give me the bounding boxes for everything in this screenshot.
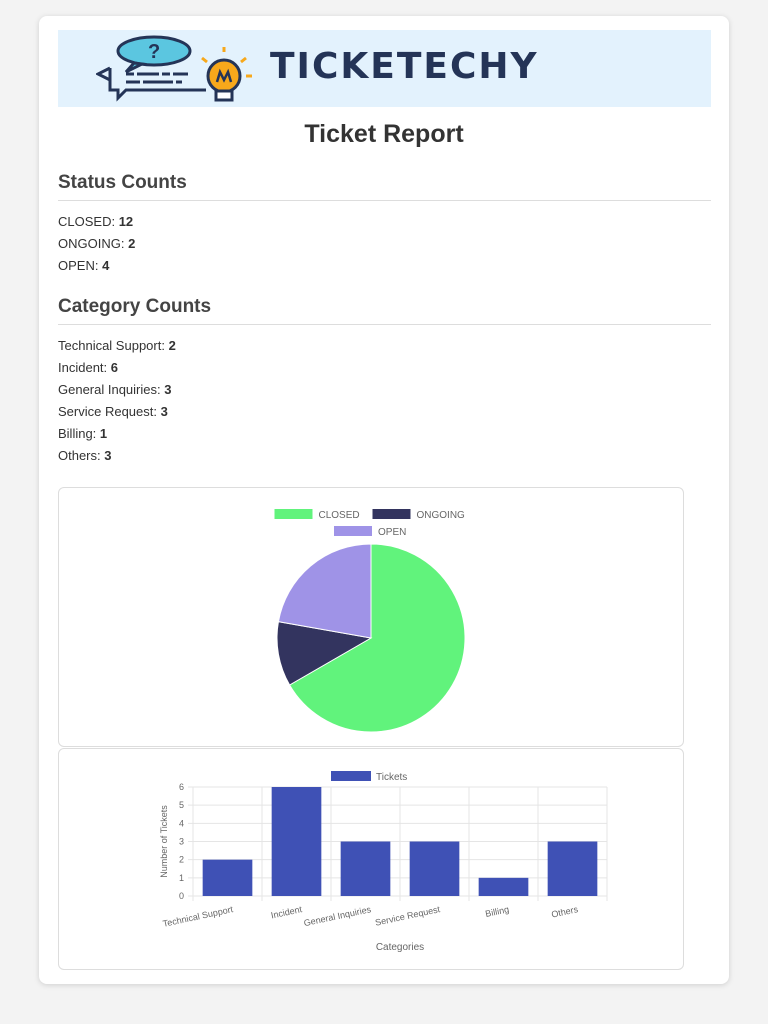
- x-tick-label-general-inquiries: General Inquiries: [303, 904, 373, 928]
- category-item-incident: Incident: 6: [58, 360, 119, 375]
- status-pie-chart-panel: CLOSED ONGOING OPEN: [58, 487, 684, 747]
- category-counts-heading: Category Counts: [58, 296, 711, 325]
- bar-technical-support: [202, 859, 253, 896]
- y-tick-label: 6: [179, 782, 184, 792]
- status-counts-heading: Status Counts: [58, 172, 711, 201]
- category-item-billing: Billing: 1: [58, 426, 108, 441]
- y-tick-label: 0: [179, 891, 184, 901]
- x-axis-title: Categories: [376, 942, 424, 953]
- category-item-others: Others: 3: [58, 448, 112, 463]
- status-item-ongoing: ONGOING: 2: [58, 236, 136, 251]
- bar-general-inquiries: [340, 841, 391, 896]
- legend-swatch-open: [334, 526, 372, 536]
- category-counts-list: Technical Support: 2 Incident: 6 General…: [58, 335, 176, 467]
- status-item-closed: CLOSED: 12: [58, 214, 134, 229]
- status-pie-chart: CLOSED ONGOING OPEN: [274, 509, 466, 733]
- y-tick-label: 4: [179, 818, 184, 828]
- y-axis-title: Number of Tickets: [159, 805, 169, 878]
- svg-text:?: ?: [148, 41, 160, 63]
- legend-label-open: OPEN: [378, 527, 406, 538]
- x-tick-label-billing: Billing: [484, 904, 510, 919]
- legend-swatch-ongoing: [372, 509, 411, 519]
- bar-billing: [478, 877, 529, 896]
- category-item-technical-support: Technical Support: 2: [58, 338, 176, 353]
- bar-incident: [271, 787, 322, 896]
- x-tick-label-service-request: Service Request: [374, 904, 441, 928]
- legend-label-closed: CLOSED: [319, 510, 360, 521]
- helpdesk-logo-icon: ?: [96, 35, 252, 102]
- status-counts-list: CLOSED: 12 ONGOING: 2 OPEN: 4: [58, 211, 135, 277]
- x-tick-label-incident: Incident: [270, 904, 303, 920]
- category-item-general-inquiries: General Inquiries: 3: [58, 382, 172, 397]
- pie-slice-open: [277, 543, 372, 639]
- pie-slice-closed: [288, 543, 466, 733]
- y-tick-label: 2: [179, 855, 184, 865]
- brand-banner: ? TICKETECHY: [58, 30, 711, 107]
- legend-swatch-closed: [274, 509, 313, 519]
- page-title: Ticket Report: [304, 120, 464, 148]
- x-tick-label-others: Others: [550, 904, 579, 920]
- bar-service-request: [409, 841, 460, 896]
- report-card: ? TICKETECHY Ticket Report Status Counts…: [39, 16, 729, 984]
- legend-label-tickets: Tickets: [376, 772, 407, 783]
- y-tick-label: 3: [179, 837, 184, 847]
- pie-slice-ongoing: [276, 621, 373, 686]
- status-item-open: OPEN: 4: [58, 258, 110, 273]
- category-bar-chart-panel: Tickets 0 1 2 3 4 5 6 Technical Support Incident G…: [58, 748, 684, 970]
- x-tick-label-technical-support: Technical Support: [162, 904, 235, 929]
- category-item-service-request: Service Request: 3: [58, 404, 168, 419]
- y-tick-label: 1: [179, 873, 184, 883]
- legend-label-ongoing: ONGOING: [417, 510, 466, 521]
- bar-others: [547, 841, 598, 896]
- brand-name: TICKETECHY: [270, 46, 539, 87]
- category-bar-chart: Tickets 0 1 2 3 4 5 6 Technical Support Incident G…: [159, 771, 608, 953]
- legend-swatch-tickets: [331, 771, 371, 781]
- y-tick-label: 5: [179, 800, 184, 810]
